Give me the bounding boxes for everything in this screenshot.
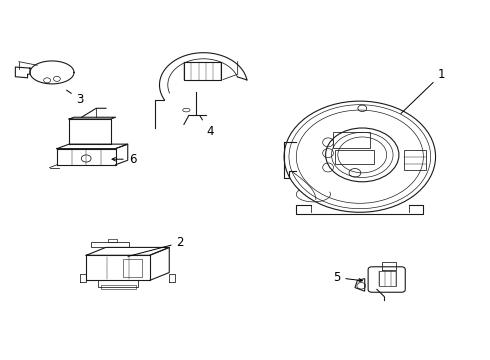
Text: 6: 6 <box>112 153 136 166</box>
Text: 1: 1 <box>401 68 445 113</box>
Bar <box>108 239 117 242</box>
Text: 3: 3 <box>67 90 84 106</box>
Text: 5: 5 <box>333 271 362 284</box>
Text: 2: 2 <box>128 236 184 256</box>
Text: 4: 4 <box>200 116 214 138</box>
